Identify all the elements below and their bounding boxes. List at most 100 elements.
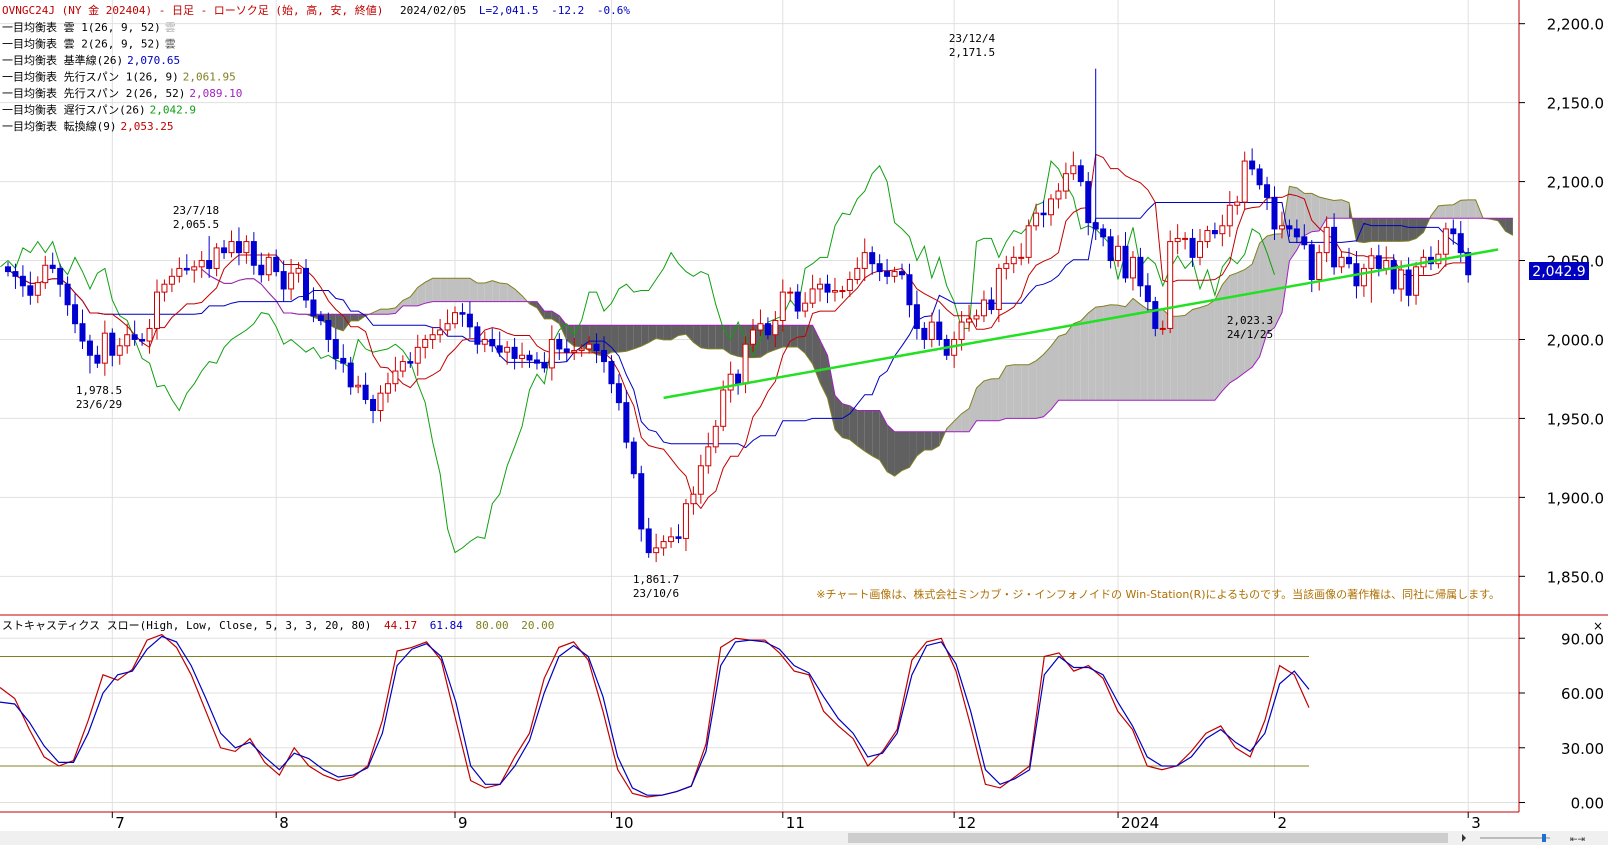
candle-body [675,536,682,539]
candle-body [846,278,853,292]
candle-body [705,446,712,467]
legend-item: 一目均衡表 遅行スパン(26) 2,042.9 [2,103,196,117]
candle-body [407,361,414,364]
candle-body [496,345,503,353]
cloud-segment [507,283,515,302]
candle-body [668,536,675,543]
cloud-segment [1341,199,1349,219]
candle-body [1316,252,1323,280]
cloud-segment [969,388,977,432]
candle-body [720,389,727,427]
candle-body [519,354,526,359]
cloud-segment [626,325,634,352]
cloud-segment [1371,218,1379,242]
scroll-right-arrow-icon[interactable] [1462,834,1466,842]
cloud-segment [1304,193,1312,236]
cloud-segment [1021,364,1029,419]
zoom-slider-handle[interactable] [1542,834,1546,842]
zoom-controls-icon[interactable]: ⇤⇥ [1570,835,1585,845]
candle-body [958,321,965,340]
candle-body [906,274,913,306]
candle-body [258,264,265,276]
candle-body [221,247,228,254]
cloud-segment [678,325,686,336]
candle-body [1331,226,1338,268]
stoch-tick-label: 60.00 [1561,685,1604,703]
candle-body [12,271,19,277]
grid [0,0,1519,812]
candle-body [384,383,391,394]
cloud-segment [1326,198,1335,219]
scrollbar-thumb[interactable] [848,833,1448,843]
candle-body [392,370,399,385]
candle-body [250,241,257,266]
candle-body [1107,236,1114,262]
cloud-segment [1274,233,1282,328]
cloud-segment [1043,346,1051,417]
cloud-segment [1140,304,1148,401]
candle-body [1137,256,1144,287]
cloud-segment [1185,309,1193,401]
annot-high-date: 23/12/4 [949,32,996,45]
candle-body [593,343,600,352]
cloud-segment [1118,305,1126,401]
annot-jul-value: 2,065.5 [173,218,219,231]
candle-body [735,373,742,385]
candle-body [824,283,831,293]
cloud-segment [902,431,910,471]
cloud-segment [604,325,612,357]
candle-body [116,345,123,356]
candle-body [697,465,704,495]
candle-body [101,332,108,364]
candle-body [839,290,846,293]
time-tick-label: 2 [1278,814,1288,832]
candle-body [198,260,205,268]
candle-body [928,321,935,340]
cloud-segment [1013,364,1022,419]
copyright-note: ※チャート画像は、株式会社ミンカブ・ジ・インフォノイドの Win-Station… [816,587,1500,601]
candle-body [1338,256,1345,268]
candle-body [146,327,153,342]
candle-body [571,350,578,353]
senkou-span-2-line [201,217,1513,433]
cloud-segment [536,301,545,319]
cloud-segment [834,395,843,438]
candle-body [533,359,540,364]
candle-body [1405,269,1412,296]
annot-jun-date: 23/6/29 [76,398,122,411]
candle-body [280,271,287,290]
cloud-segment [1155,309,1163,401]
close-panel-icon[interactable]: × [1593,619,1603,633]
candle-body [325,320,332,340]
candle-body [370,398,377,412]
last-price-tag-text: 2,042.9 [1532,264,1585,280]
price-tick-label: 1,900.0 [1547,489,1604,507]
candle-body [1040,212,1047,216]
candle-body [601,350,607,363]
candle-body [1383,260,1390,269]
candle-body [794,291,801,312]
cloud-segment [1065,323,1074,401]
candle-body [1189,237,1196,258]
cloud-segment [1170,316,1178,401]
cloud-segment [1289,186,1297,261]
candle-body [1152,301,1159,329]
cloud-segment [1073,320,1081,401]
stochastic-panel [0,633,1519,804]
cloud-segment [723,325,731,355]
cloud-segment [633,325,642,349]
cloud-segment [551,311,560,324]
cloud-segment [1110,304,1119,401]
candle-body [489,338,496,347]
cloud-segment [1505,218,1513,236]
candle-body [615,383,622,404]
cloud-segment [1401,218,1409,242]
cloud-segment [1281,186,1290,313]
cloud-segment [455,278,463,302]
cloud-segment [954,413,962,432]
candle-body [399,361,406,372]
cloud-segment [1438,205,1446,219]
candle-body [973,315,980,320]
candle-body [1219,225,1226,235]
